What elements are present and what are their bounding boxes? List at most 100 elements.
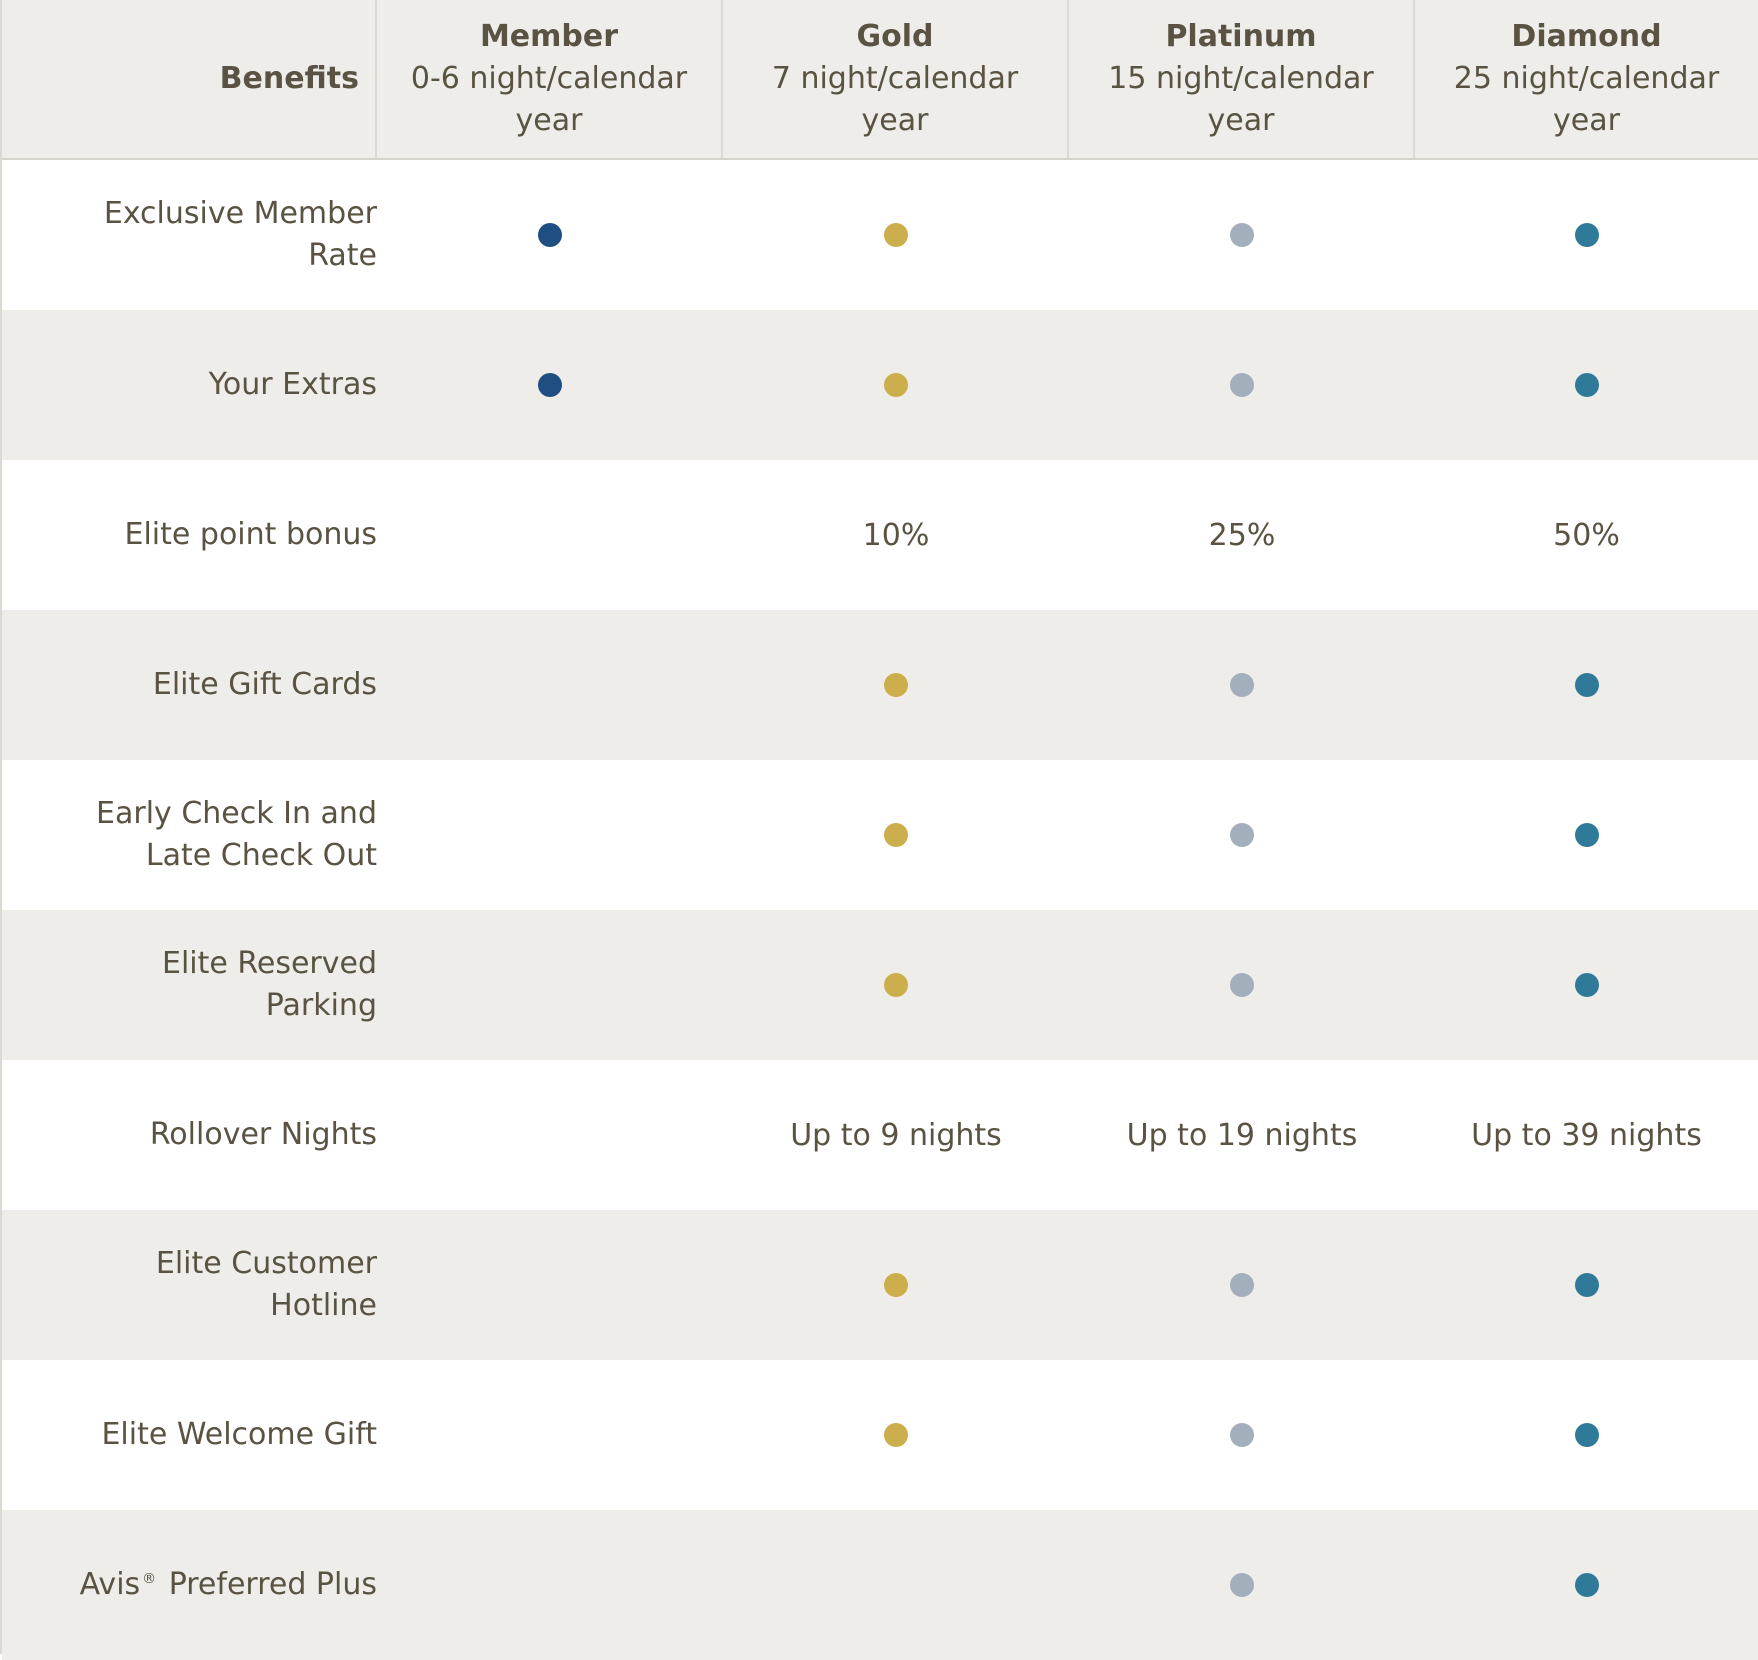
benefit-label: Elite point bonus [124,517,377,552]
cell-diamond [1415,1273,1758,1297]
cell-gold: 10% [723,518,1069,553]
table-row: Elite Customer Hotline [2,1210,1758,1360]
diamond-dot-icon [1574,1573,1599,1597]
gold-dot-icon [884,1273,908,1297]
cell-gold [723,373,1069,397]
benefit-label: Elite Welcome Gift [101,1417,377,1452]
gold-dot-icon [884,673,908,697]
gold-dot-icon [884,823,908,847]
diamond-dot-icon [1574,1423,1599,1447]
header-benefits-label: Benefits [219,61,359,96]
cell-value: 25% [1208,517,1276,553]
cell-diamond [1415,823,1758,847]
table-row: Exclusive Member Rate [2,160,1758,310]
cell-diamond [1415,1573,1758,1597]
tier-requirement: 7 night/calendar year [771,61,1019,138]
cell-value: Up to 19 nights [1126,1117,1358,1153]
header-tier-platinum: Platinum 15 night/calendar year [1069,0,1415,158]
table-row: Early Check In and Late Check Out [2,760,1758,910]
table-body: Exclusive Member Rate Your Extras Elite po… [2,160,1758,1660]
cell-diamond: 50% [1415,518,1758,553]
diamond-dot-icon [1574,673,1599,697]
cell-diamond [1415,673,1758,697]
benefit-label: Elite Customer Hotline [155,1246,377,1323]
platinum-dot-icon [1230,1273,1254,1297]
cell-value: 50% [1553,517,1620,553]
table-header: Benefits Member 0-6 night/calendar year … [2,0,1758,160]
tier-name: Member [479,19,619,54]
cell-platinum [1069,973,1415,997]
table-row: Rollover Nights Up to 9 nights Up to 19 ni… [2,1060,1758,1210]
platinum-dot-icon [1230,823,1254,847]
tier-name: Gold [856,19,934,54]
cell-diamond: Up to 39 nights [1415,1118,1758,1153]
tier-name: Platinum [1165,19,1317,54]
platinum-dot-icon [1230,1573,1254,1597]
cell-platinum [1069,373,1415,397]
platinum-dot-icon [1230,673,1254,697]
header-tier-diamond: Diamond 25 night/calendar year [1415,0,1758,158]
cell-diamond [1415,223,1758,247]
benefit-label-text: Avis [79,1567,141,1602]
cell-platinum: Up to 19 nights [1069,1118,1415,1153]
cell-diamond [1415,1423,1758,1447]
cell-platinum: 25% [1069,518,1415,553]
cell-member [377,373,723,397]
cell-gold [723,823,1069,847]
header-tier-gold: Gold 7 night/calendar year [723,0,1069,158]
cell-member [377,223,723,247]
header-tier-member: Member 0-6 night/calendar year [377,0,723,158]
benefit-label: Rollover Nights [149,1117,377,1152]
cell-platinum [1069,223,1415,247]
gold-dot-icon [884,973,908,997]
table-row: Your Extras [2,310,1758,460]
cell-diamond [1415,373,1758,397]
benefit-label: Your Extras [208,367,377,402]
platinum-dot-icon [1230,1423,1254,1447]
platinum-dot-icon [1230,973,1254,997]
member-dot-icon [538,373,562,397]
diamond-dot-icon [1574,1273,1599,1297]
cell-value: Up to 39 nights [1471,1117,1702,1153]
cell-gold [723,1273,1069,1297]
cell-platinum [1069,1573,1415,1597]
benefit-label: Elite Gift Cards [152,667,377,702]
tier-requirement: 25 night/calendar year [1453,61,1720,138]
cell-gold [723,673,1069,697]
cell-platinum [1069,1423,1415,1447]
cell-value: Up to 9 nights [790,1117,1002,1153]
cell-diamond [1415,973,1758,997]
gold-dot-icon [884,373,908,397]
diamond-dot-icon [1574,373,1599,397]
platinum-dot-icon [1230,223,1254,247]
member-dot-icon [538,223,562,247]
diamond-dot-icon [1574,973,1599,997]
cell-gold: Up to 9 nights [723,1118,1069,1153]
table-row: Elite point bonus 10% 25% 50% [2,460,1758,610]
platinum-dot-icon [1230,373,1254,397]
cell-platinum [1069,1273,1415,1297]
table-row: Elite Gift Cards [2,610,1758,760]
diamond-dot-icon [1574,823,1599,847]
tier-requirement: 0-6 night/calendar year [410,61,688,138]
registered-mark: ® [142,1571,157,1587]
gold-dot-icon [884,1423,908,1447]
gold-dot-icon [884,223,908,247]
cell-gold [723,973,1069,997]
diamond-dot-icon [1574,223,1599,247]
benefit-label: Early Check In and Late Check Out [96,796,377,873]
cell-gold [723,1423,1069,1447]
tier-name: Diamond [1511,19,1662,54]
table-row: Elite Reserved Parking [2,910,1758,1060]
tier-requirement: 15 night/calendar year [1108,61,1374,138]
header-benefits: Benefits [2,0,377,158]
cell-platinum [1069,823,1415,847]
benefit-label: Elite Reserved Parking [161,946,377,1023]
benefit-label-text: Preferred Plus [159,1567,377,1602]
benefit-label: Avis ® Preferred Plus [2,1564,377,1606]
table-row: Avis ® Preferred Plus [2,1510,1758,1660]
cell-value: 10% [862,517,930,553]
table-row: Elite Welcome Gift [2,1360,1758,1510]
benefit-label: Exclusive Member Rate [103,196,377,273]
